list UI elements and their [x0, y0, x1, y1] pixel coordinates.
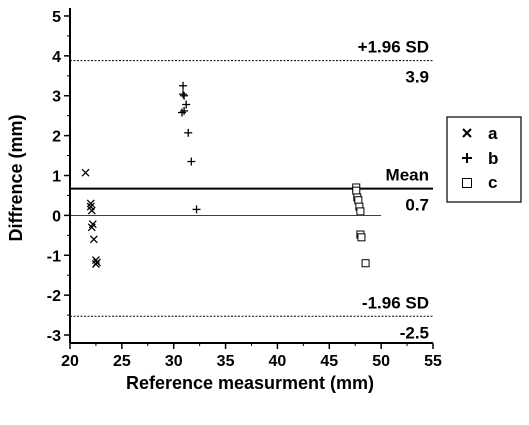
- y-tick-label: 3: [52, 89, 61, 106]
- x-tick-label: 25: [113, 353, 131, 370]
- y-tick-label: 2: [52, 129, 61, 146]
- legend-label-c: c: [488, 173, 497, 192]
- x-axis-title: Reference measurment (mm): [126, 373, 374, 393]
- point-b: [180, 91, 189, 100]
- point-a: [81, 168, 90, 177]
- point-mark-stroke: [89, 235, 98, 244]
- x-tick-label: 20: [61, 353, 79, 370]
- point-a: [86, 199, 95, 208]
- ref-label-1-96-sd: +1.96 SD: [358, 38, 429, 57]
- x-tick-label: 45: [320, 353, 338, 370]
- y-tick-label: 0: [52, 208, 61, 225]
- ref-label-1-96-sd: -1.96 SD: [362, 293, 429, 312]
- point-c: [352, 186, 361, 195]
- legend-box: [446, 116, 522, 203]
- legend-marker-b: [462, 153, 472, 163]
- point-mark-stroke: [91, 260, 100, 268]
- y-tick-label: 4: [52, 49, 61, 66]
- legend-marker-a: [462, 128, 472, 138]
- y-tick-label: 1: [52, 169, 61, 186]
- legend-label-b: b: [488, 149, 498, 168]
- point-b: [179, 90, 188, 99]
- point-b: [179, 81, 188, 90]
- point-a: [89, 235, 98, 244]
- point-mark-stroke: [86, 202, 95, 211]
- point-mark-square: [356, 207, 365, 216]
- legend: a b c: [446, 116, 522, 203]
- point-mark-square: [357, 233, 366, 242]
- point-mark-stroke: [86, 199, 95, 208]
- point-b: [192, 205, 201, 214]
- x-tick-label: 30: [165, 353, 183, 370]
- legend-marker-c: [462, 178, 472, 188]
- ref-label-mean: Mean: [386, 166, 429, 185]
- x-tick-label: 35: [217, 353, 235, 370]
- reference-lines: +1.96 SD 3.9 Mean 0.7 -1.96 SD -2.5: [70, 38, 433, 342]
- point-mark-square: [352, 186, 361, 195]
- point-b: [182, 100, 191, 109]
- point-c: [361, 259, 370, 268]
- ref-value-mean: 0.7: [405, 196, 429, 215]
- point-b: [178, 108, 187, 117]
- data-points: [81, 81, 370, 268]
- x-tick-label: 55: [424, 353, 442, 370]
- y-tick-label: -2: [47, 288, 61, 305]
- legend-label-a: a: [488, 124, 498, 143]
- point-mark-stroke: [87, 223, 96, 232]
- point-c: [356, 207, 365, 216]
- point-b: [184, 128, 193, 137]
- point-a: [87, 223, 96, 232]
- y-axis-title: Diffrence (mm): [6, 114, 26, 241]
- point-c: [357, 233, 366, 242]
- y-tick-label: 5: [52, 9, 61, 26]
- y-tick-label: -3: [47, 328, 61, 345]
- point-b: [180, 106, 189, 115]
- point-mark-stroke: [81, 168, 90, 177]
- point-a: [91, 260, 100, 268]
- point-mark-stroke: [87, 206, 96, 215]
- x-tick-label: 50: [372, 353, 390, 370]
- point-b: [187, 157, 196, 166]
- point-a: [87, 206, 96, 215]
- x-tick-label: 40: [269, 353, 287, 370]
- point-mark-square: [361, 259, 370, 268]
- ref-value-1-96-sd: -2.5: [400, 323, 429, 342]
- y-tick-label: -1: [47, 248, 61, 265]
- ref-value-1-96-sd: 3.9: [405, 68, 429, 87]
